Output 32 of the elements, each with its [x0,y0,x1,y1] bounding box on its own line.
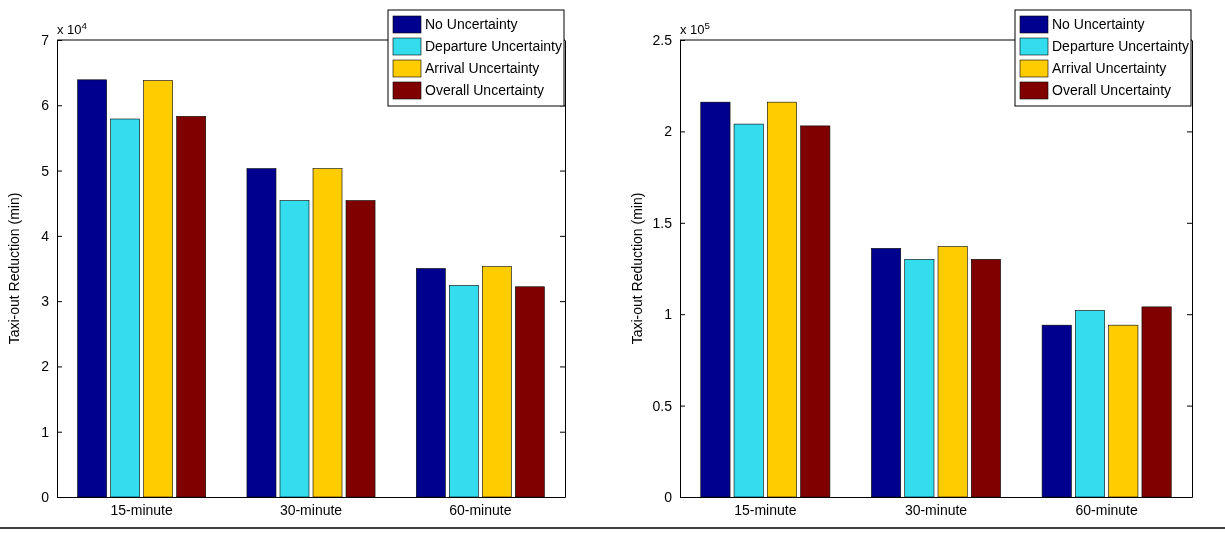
y-tick-label: 1 [664,306,673,323]
x-tick-label: 60-minute [1075,501,1138,518]
x-tick-label: 30-minute [279,501,343,518]
x-tick-label: 15-minute [734,501,797,518]
text: x 10$^{4}$ [57,19,88,37]
y-tick-label: 0 [41,488,50,505]
y-tick-label: 1.5 [652,214,673,231]
legend-label: Departure Uncertainty [425,38,562,54]
y-tick-label: 5 [41,162,50,179]
legend-label: Arrival Uncertainty [425,60,540,76]
y-tick-label: 2 [41,358,50,375]
y-axis-title: Taxi-out Reduction (min) [6,192,22,345]
legend-label: No Uncertainty [425,16,518,32]
x-tick-label: 15-minute [110,501,173,518]
y-axis-title: Taxi-out Reduction (min) [629,192,645,345]
y-tick-label: 4 [41,227,50,244]
legend-label: No Uncertainty [1052,16,1145,32]
y-tick-label: 0 [664,488,673,505]
legend-label: Departure Uncertainty [1052,38,1189,54]
text: x 10$^{5}$ [680,19,711,37]
y-tick-label: 6 [41,97,50,114]
x-tick-label: 30-minute [904,501,968,518]
x-tick-label: 60-minute [449,501,512,518]
y-tick-label: 7 [41,31,50,48]
legend-label: Overall Uncertainty [425,82,545,98]
y-tick-label: 2.5 [652,31,673,48]
legend-label: Overall Uncertainty [1052,82,1172,98]
legend-label: Arrival Uncertainty [1052,60,1167,76]
y-tick-label: 2 [664,123,673,140]
y-tick-label: 1 [41,423,50,440]
y-tick-label: 0.5 [652,397,673,414]
y-tick-label: 3 [41,293,50,310]
